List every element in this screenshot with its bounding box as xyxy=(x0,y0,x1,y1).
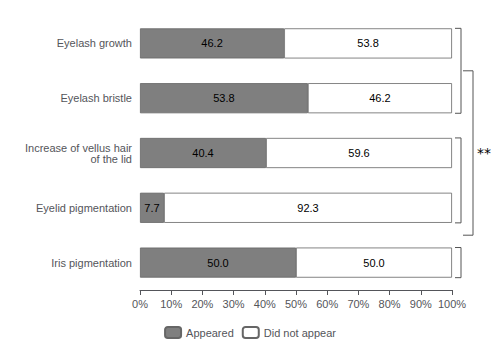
svg-text:Eyelash bristle: Eyelash bristle xyxy=(60,92,132,104)
svg-text:80%: 80% xyxy=(379,298,401,310)
svg-text:50.0: 50.0 xyxy=(207,257,228,269)
svg-text:20%: 20% xyxy=(191,298,213,310)
svg-text:59.6: 59.6 xyxy=(348,147,369,159)
svg-text:Appeared: Appeared xyxy=(186,327,234,339)
svg-text:50%: 50% xyxy=(285,298,307,310)
svg-text:46.2: 46.2 xyxy=(369,92,390,104)
svg-text:Eyelash growth: Eyelash growth xyxy=(57,37,132,49)
svg-text:Iris pigmentation: Iris pigmentation xyxy=(51,257,132,269)
svg-text:of the lid: of the lid xyxy=(90,153,132,165)
svg-text:100%: 100% xyxy=(438,298,466,310)
svg-text:46.2: 46.2 xyxy=(201,37,222,49)
svg-text:53.8: 53.8 xyxy=(357,37,378,49)
svg-text:Increase of vellus hair: Increase of vellus hair xyxy=(25,141,132,154)
svg-text:70%: 70% xyxy=(347,298,369,310)
svg-text:0%: 0% xyxy=(132,298,148,310)
svg-text:60%: 60% xyxy=(316,298,338,310)
svg-text:Did not appear: Did not appear xyxy=(264,327,336,339)
svg-text:Eyelid pigmentation: Eyelid pigmentation xyxy=(36,202,132,214)
svg-text:30%: 30% xyxy=(223,298,245,310)
svg-text:40%: 40% xyxy=(254,298,276,310)
svg-text:50.0: 50.0 xyxy=(363,257,384,269)
svg-text:**: ** xyxy=(477,145,491,161)
svg-text:10%: 10% xyxy=(160,298,182,310)
svg-text:90%: 90% xyxy=(410,298,432,310)
svg-text:7.7: 7.7 xyxy=(144,202,159,214)
svg-text:40.4: 40.4 xyxy=(192,147,213,159)
svg-text:92.3: 92.3 xyxy=(297,202,318,214)
svg-text:53.8: 53.8 xyxy=(213,92,234,104)
